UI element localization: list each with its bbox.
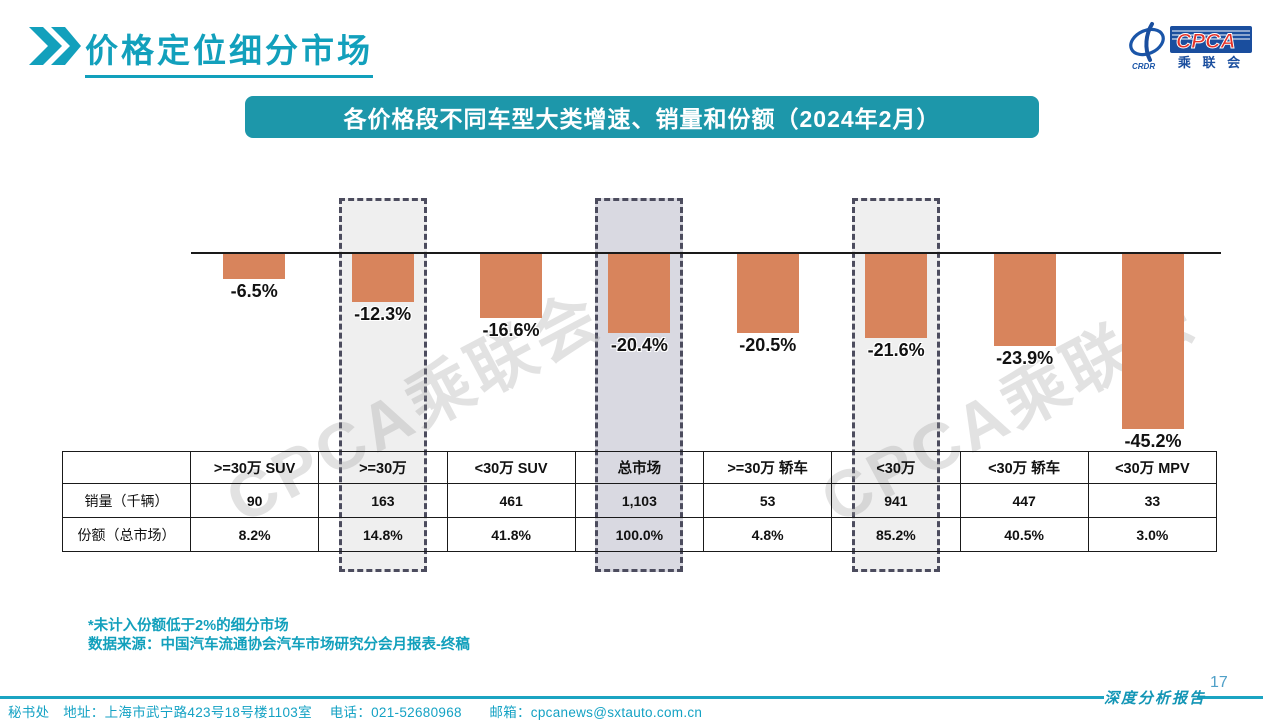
cell-sales: 461 bbox=[446, 483, 576, 518]
column-header->=30万: >=30万 bbox=[318, 451, 448, 484]
cpca-swirl-icon: CRDR bbox=[1129, 22, 1165, 71]
column-header-<30万 轿车: <30万 轿车 bbox=[959, 451, 1089, 484]
column-header->=30万 SUV: >=30万 SUV bbox=[189, 451, 320, 484]
cpca-logo: CRDR CPCA 乘 联 会 bbox=[1126, 18, 1252, 75]
bar-<30万 MPV bbox=[1122, 254, 1184, 429]
cell-sales: 163 bbox=[318, 483, 448, 518]
cell-share: 100.0% bbox=[574, 517, 705, 552]
bar-value-label: -20.4% bbox=[610, 335, 668, 355]
bar-<30万 SUV bbox=[480, 254, 542, 318]
cell-share: 3.0% bbox=[1087, 517, 1218, 552]
report-type-label: 深度分析报告 bbox=[1104, 691, 1207, 707]
cell-share: 4.8% bbox=[702, 517, 833, 552]
bar-value-label: -12.3% bbox=[354, 304, 412, 324]
cell-sales: 53 bbox=[702, 483, 833, 518]
cell-sales: 447 bbox=[959, 483, 1089, 518]
column-header-<30万: <30万 bbox=[831, 451, 961, 484]
bar->=30万 SUV bbox=[223, 254, 286, 279]
svg-text:CPCA: CPCA bbox=[1176, 30, 1236, 53]
column-header-<30万 SUV: <30万 SUV bbox=[446, 451, 576, 484]
cell-share: 40.5% bbox=[959, 517, 1089, 552]
footer-contact: 秘书处 地址：上海市武宁路423号18号楼1103室 电话：021-526809… bbox=[8, 705, 703, 720]
bar-<30万 bbox=[865, 254, 928, 338]
row-header-sales: 销量（千辆） bbox=[62, 483, 191, 518]
cell-sales: 90 bbox=[189, 483, 320, 518]
cpca-wordmark: CPCA 乘 联 会 bbox=[1170, 26, 1252, 70]
cell-share: 41.8% bbox=[446, 517, 576, 552]
bar-value-label: -23.9% bbox=[996, 348, 1054, 368]
bar-value-label: -45.2% bbox=[1124, 431, 1182, 451]
bar-value-label: -16.6% bbox=[482, 320, 540, 340]
page-title: 价格定位细分市场 bbox=[85, 24, 373, 78]
svg-text:乘 联 会: 乘 联 会 bbox=[1177, 55, 1244, 70]
bar-value-label: -6.5% bbox=[230, 281, 278, 301]
cell-sales: 1,103 bbox=[574, 483, 705, 518]
bar-总市场 bbox=[608, 254, 671, 333]
column-header-<30万 MPV: <30万 MPV bbox=[1087, 451, 1218, 484]
cell-sales: 941 bbox=[831, 483, 961, 518]
cell-share: 14.8% bbox=[318, 517, 448, 552]
zero-axis-line bbox=[191, 252, 1221, 254]
cell-share: 85.2% bbox=[831, 517, 961, 552]
table-row-sales: 销量（千辆） 90 163 461 1,103 53 941 447 33 bbox=[62, 483, 1218, 518]
bar->=30万 轿车 bbox=[736, 254, 799, 333]
cell-sales: 33 bbox=[1087, 483, 1218, 518]
double-chevron-icon bbox=[29, 27, 81, 70]
footer-rule-right bbox=[1197, 696, 1263, 699]
column-header->=30万 轿车: >=30万 轿车 bbox=[702, 451, 833, 484]
chart-title: 各价格段不同车型大类增速、销量和份额（2024年2月） bbox=[343, 106, 941, 132]
footnote-exclusion: *未计入份额低于2%的细分市场 bbox=[88, 618, 289, 634]
bar-value-label: -21.6% bbox=[867, 340, 925, 360]
chart-title-banner: 各价格段不同车型大类增速、销量和份额（2024年2月） bbox=[245, 96, 1039, 138]
table-corner-cell bbox=[62, 451, 191, 484]
data-table: >=30万 SUV >=30万 <30万 SUV 总市场 >=30万 轿车 <30万 <30… bbox=[62, 451, 1218, 552]
footnote-source: 数据来源：中国汽车流通协会汽车市场研究分会月报表-终稿 bbox=[88, 637, 470, 653]
column-header-总市场: 总市场 bbox=[574, 451, 705, 484]
table-row-share: 份额（总市场） 8.2% 14.8% 41.8% 100.0% 4.8% 85.2% 40.5… bbox=[62, 517, 1218, 552]
bar-<30万 轿车 bbox=[993, 254, 1056, 346]
table-wrap: >=30万 SUV >=30万 <30万 SUV 总市场 >=30万 轿车 <30万 <30… bbox=[62, 451, 1218, 552]
svg-text:CRDR: CRDR bbox=[1132, 62, 1155, 70]
row-header-share: 份额（总市场） bbox=[62, 517, 191, 552]
page-number: 17 bbox=[1210, 674, 1228, 691]
bar->=30万 bbox=[351, 254, 414, 302]
footer-rule-left bbox=[0, 696, 1104, 699]
bar-value-label: -20.5% bbox=[739, 335, 797, 355]
cell-share: 8.2% bbox=[189, 517, 320, 552]
